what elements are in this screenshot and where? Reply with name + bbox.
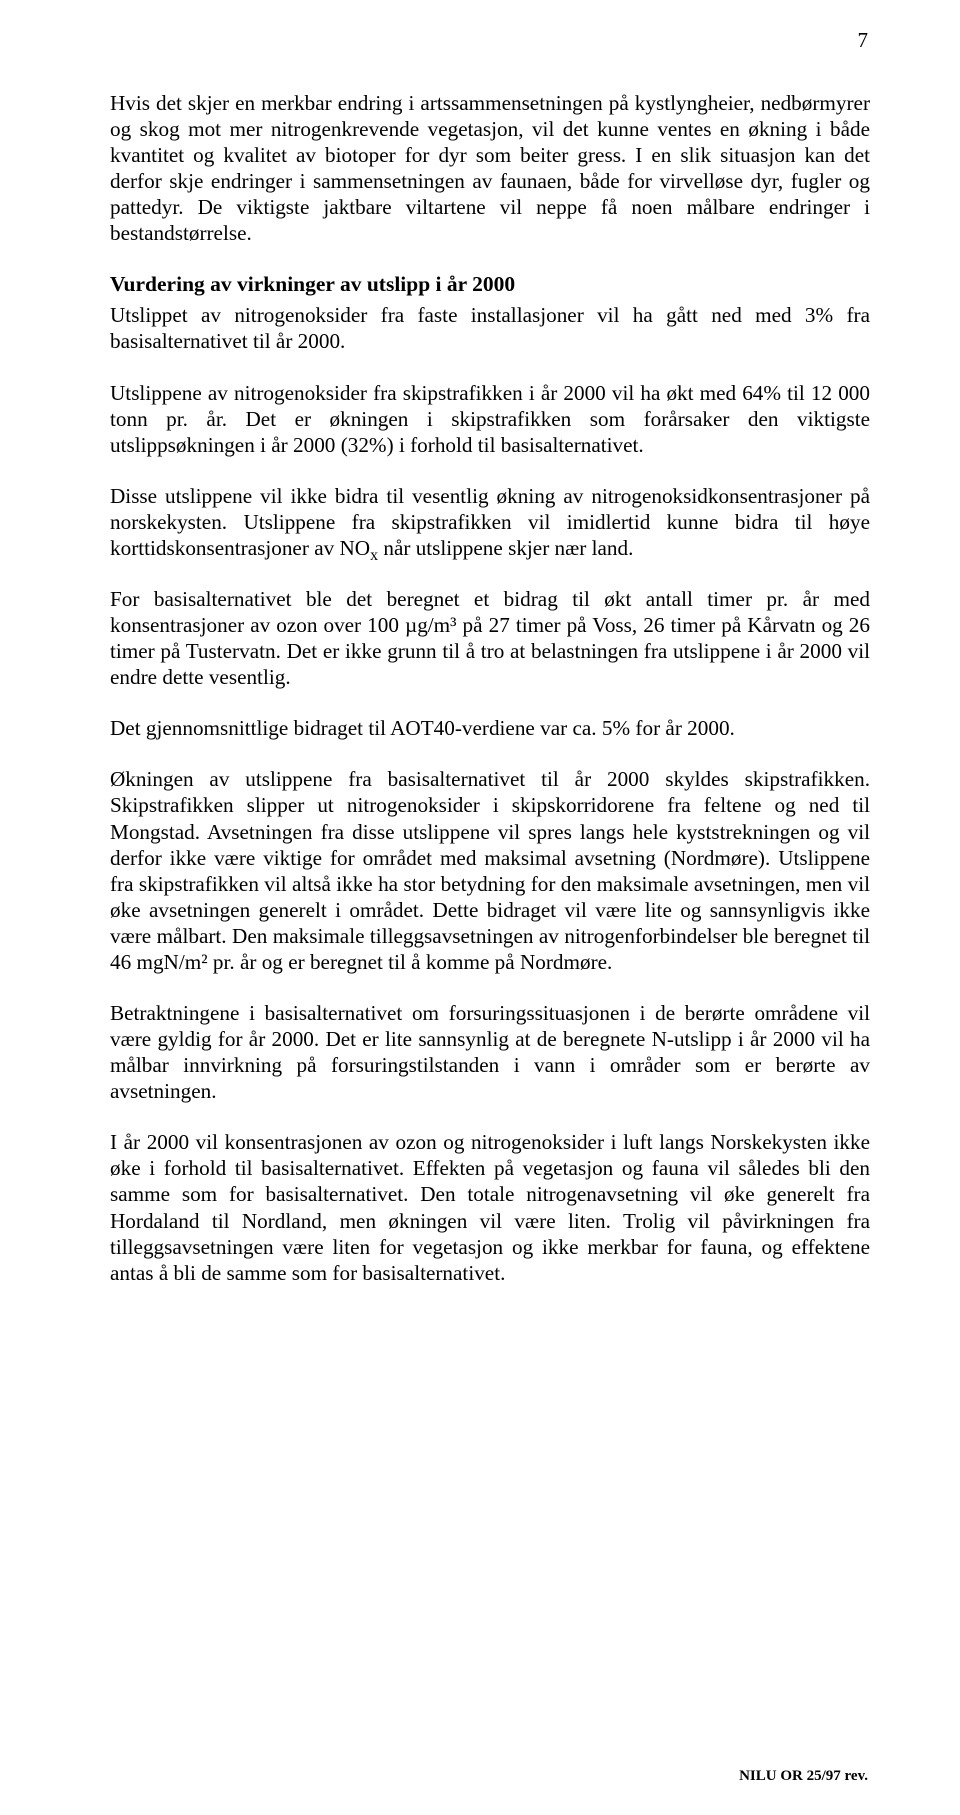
paragraph: Hvis det skjer en merkbar endring i arts… bbox=[110, 90, 870, 246]
paragraph: Det gjennomsnittlige bidraget til AOT40-… bbox=[110, 715, 870, 741]
paragraph: For basisalternativet ble det beregnet e… bbox=[110, 586, 870, 690]
paragraph: I år 2000 vil konsentrasjonen av ozon og… bbox=[110, 1129, 870, 1285]
page-number: 7 bbox=[858, 28, 869, 53]
subscript: x bbox=[370, 547, 378, 564]
paragraph: Utslippene av nitrogenoksider fra skipst… bbox=[110, 380, 870, 458]
paragraph: Betraktningene i basisalternativet om fo… bbox=[110, 1000, 870, 1104]
paragraph: Økningen av utslippene fra basisalternat… bbox=[110, 766, 870, 975]
paragraph-text: når utslippene skjer nær land. bbox=[378, 536, 633, 560]
document-page: 7 Hvis det skjer en merkbar endring i ar… bbox=[0, 0, 960, 1815]
paragraph: Utslippet av nitrogenoksider fra faste i… bbox=[110, 302, 870, 354]
paragraph: Disse utslippene vil ikke bidra til vese… bbox=[110, 483, 870, 561]
footer-reference: NILU OR 25/97 rev. bbox=[739, 1768, 868, 1785]
section-heading: Vurdering av virkninger av utslipp i år … bbox=[110, 271, 870, 298]
